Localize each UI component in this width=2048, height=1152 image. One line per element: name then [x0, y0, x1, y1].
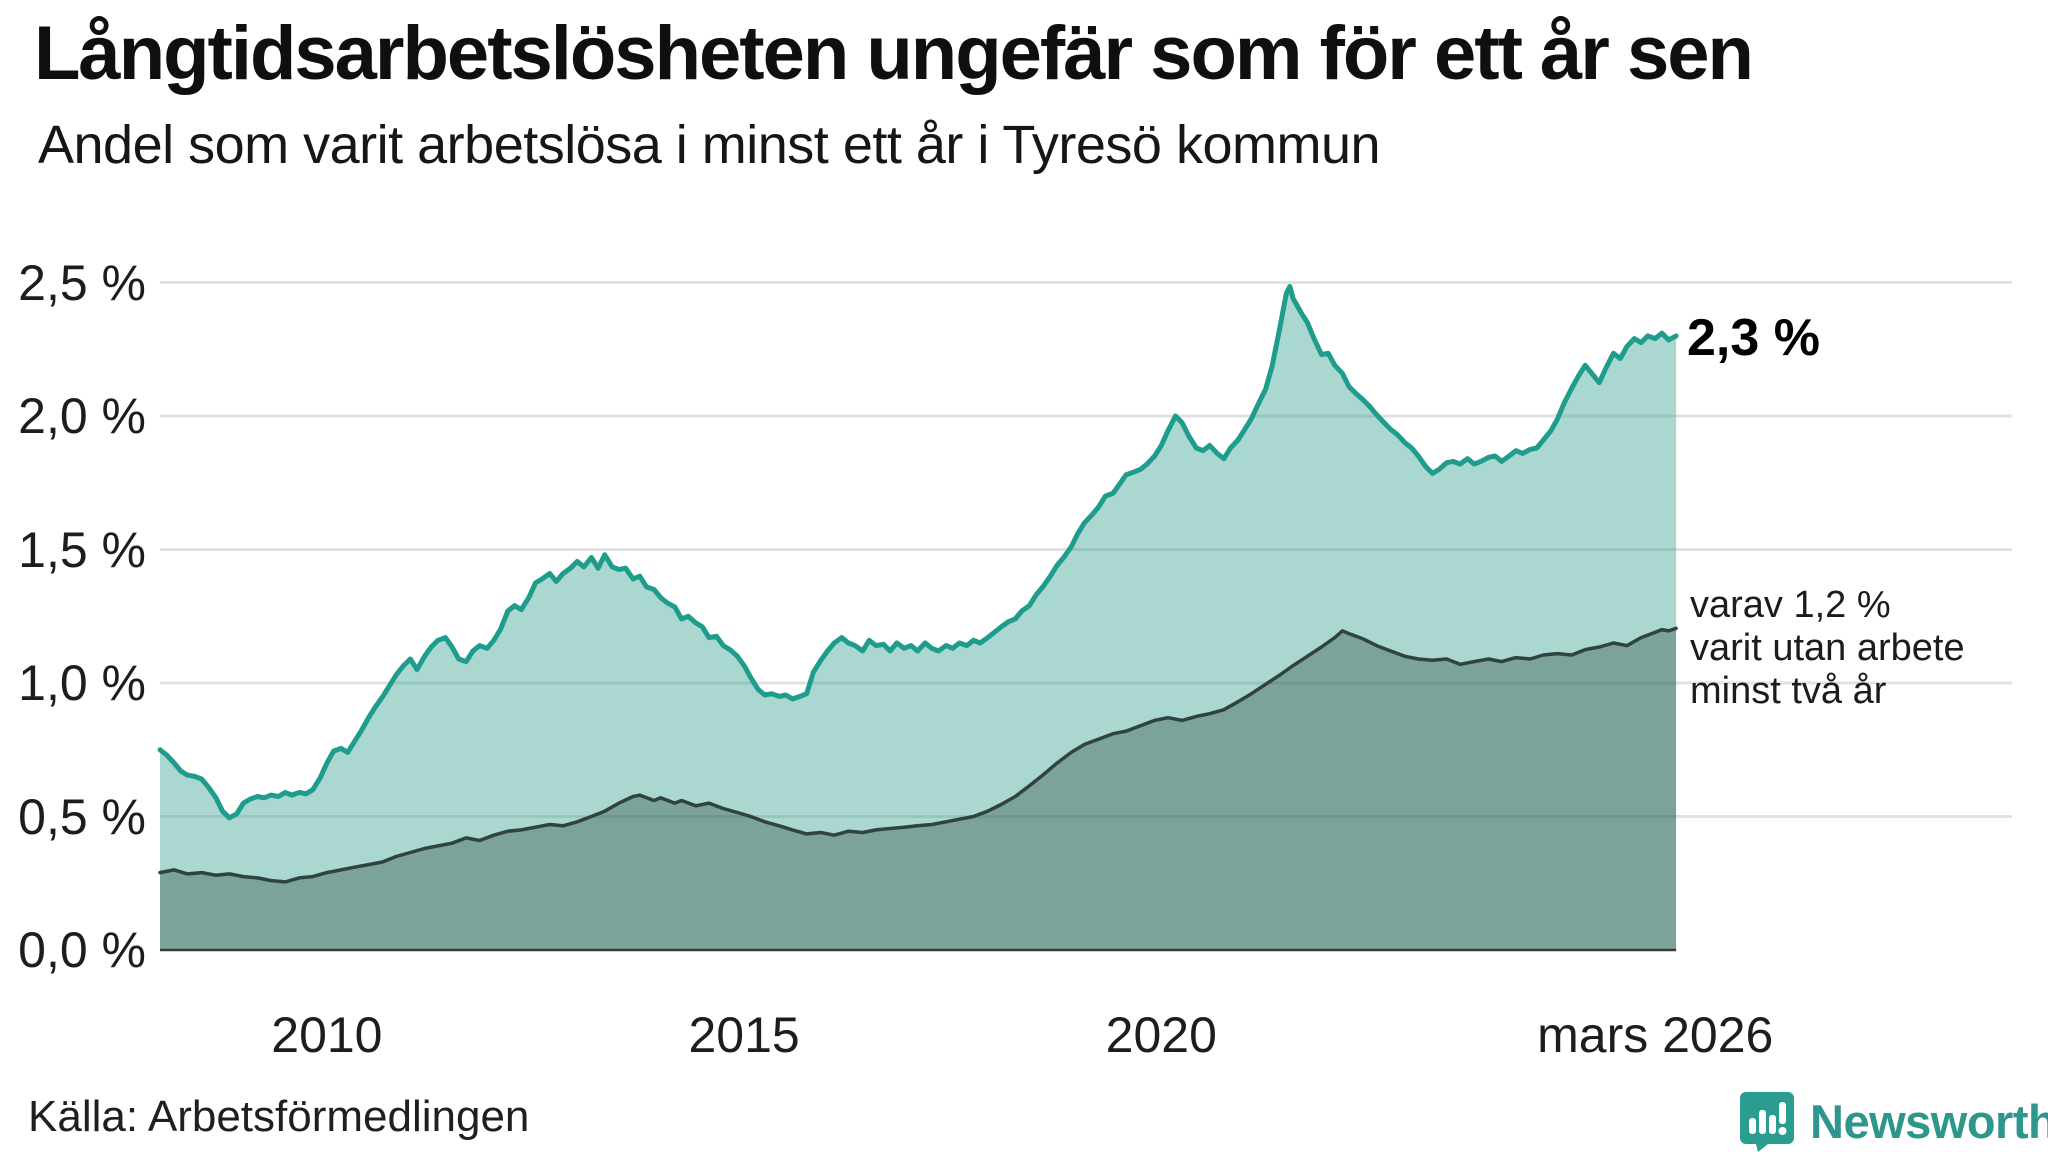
x-axis-label: mars 2026	[1537, 1007, 1774, 1063]
newsworthy-icon	[1740, 1092, 1794, 1152]
annotation-line: minst två år	[1690, 670, 1887, 712]
y-axis-label: 1,5 %	[18, 521, 146, 578]
x-axis-label: 2020	[1105, 1007, 1217, 1063]
y-axis-label: 0,5 %	[18, 788, 146, 845]
area-long-term	[160, 286, 1677, 950]
series-end-value-label: 2,3 %	[1687, 309, 1820, 367]
line-two-year	[158, 626, 1678, 884]
series-annotation: varav 1,2 % varit utan arbete minst två …	[1690, 584, 1965, 713]
annotation-line: varav 1,2 %	[1690, 584, 1891, 626]
newsworthy-logo[interactable]: Newsworthy	[1738, 1090, 2048, 1152]
x-axis-label: 2015	[688, 1007, 800, 1063]
newsworthy-wordmark: Newsworthy	[1810, 1094, 2048, 1148]
source-note: Källa: Arbetsförmedlingen	[28, 1092, 530, 1141]
page-title: Långtidsarbetslösheten ungefär som för e…	[34, 11, 1754, 96]
y-axis-label: 0,0 %	[18, 922, 146, 978]
y-axis-label: 1,0 %	[18, 655, 146, 711]
y-axis-label: 2,0 %	[18, 388, 146, 444]
chart-subtitle: Andel som varit arbetslösa i minst ett å…	[38, 115, 1381, 175]
line-long-term	[157, 284, 1679, 821]
area-two-year	[160, 628, 1677, 950]
annotation-line: varit utan arbete	[1690, 627, 1965, 669]
x-axis-label: 2010	[271, 1007, 383, 1063]
y-axis-label: 2,5 %	[18, 254, 146, 311]
